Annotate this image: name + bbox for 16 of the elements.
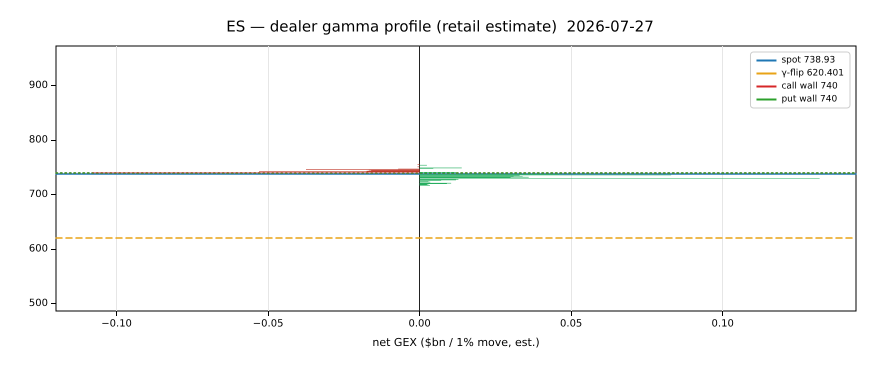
legend-label: γ-flip 620.401 <box>781 68 844 78</box>
x-tick-label: 0.05 <box>560 318 582 330</box>
y-tick-label: 800 <box>28 134 48 146</box>
x-axis-title: net GEX ($bn / 1% move, est.) <box>372 336 540 349</box>
y-tick-label: 700 <box>28 189 48 200</box>
legend-label: put wall 740 <box>781 94 838 104</box>
x-tick-label: 0.00 <box>408 318 431 330</box>
legend-label: call wall 740 <box>781 82 838 92</box>
y-tick-label: 600 <box>28 243 48 254</box>
y-tick-label: 500 <box>28 298 48 309</box>
x-tick-label: −0.10 <box>101 318 132 330</box>
chart-title: ES — dealer gamma profile (retail estimate) 2026-07-27 <box>226 18 654 36</box>
x-tick-label: 0.10 <box>712 318 734 330</box>
y-tick-label: 900 <box>28 80 48 92</box>
x-tick-label: −0.05 <box>252 318 284 330</box>
legend-label: spot 738.93 <box>781 56 836 66</box>
